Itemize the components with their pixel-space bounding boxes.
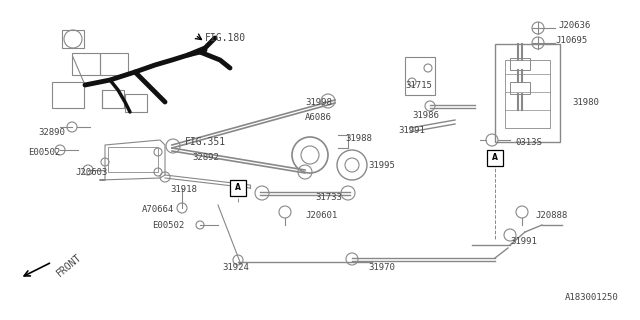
Bar <box>230 180 246 196</box>
Bar <box>102 90 124 108</box>
Text: 31998: 31998 <box>305 98 332 107</box>
Text: A70664: A70664 <box>142 205 174 214</box>
Text: 31924: 31924 <box>222 263 249 273</box>
Text: E00502: E00502 <box>28 148 60 156</box>
Text: J20603: J20603 <box>75 167 108 177</box>
Text: A183001250: A183001250 <box>565 293 619 302</box>
Bar <box>100 53 128 75</box>
Text: 31991: 31991 <box>510 237 537 246</box>
Bar <box>495 44 560 142</box>
Bar <box>125 94 147 112</box>
Text: FRONT: FRONT <box>55 252 84 278</box>
Text: A: A <box>235 183 241 193</box>
Text: 32892: 32892 <box>192 153 219 162</box>
Polygon shape <box>100 140 165 180</box>
Text: FIG.351: FIG.351 <box>185 137 226 147</box>
Text: J10695: J10695 <box>555 36 588 44</box>
Text: FIG.180: FIG.180 <box>205 33 246 43</box>
Text: 31980: 31980 <box>572 98 599 107</box>
Bar <box>510 58 530 70</box>
Text: 31986: 31986 <box>412 110 439 119</box>
Text: 31991: 31991 <box>398 125 425 134</box>
Text: 31970: 31970 <box>368 263 395 273</box>
Text: 0313S: 0313S <box>515 138 542 147</box>
Text: 31918: 31918 <box>170 186 197 195</box>
Bar <box>405 57 435 95</box>
Text: 31733: 31733 <box>315 194 342 203</box>
Bar <box>52 82 84 108</box>
Bar <box>505 60 550 128</box>
Text: A: A <box>492 154 498 163</box>
Text: J20888: J20888 <box>535 211 567 220</box>
Bar <box>72 53 100 75</box>
Text: 31988: 31988 <box>345 133 372 142</box>
Bar <box>62 30 84 48</box>
Text: 32890: 32890 <box>38 127 65 137</box>
Bar <box>510 82 530 94</box>
Bar <box>487 150 503 166</box>
Bar <box>108 147 158 172</box>
Text: A6086: A6086 <box>305 113 332 122</box>
Text: 31995: 31995 <box>368 161 395 170</box>
Text: 31715: 31715 <box>405 81 432 90</box>
Text: J20636: J20636 <box>558 20 590 29</box>
Text: J20601: J20601 <box>305 211 337 220</box>
Text: E00502: E00502 <box>152 220 184 229</box>
